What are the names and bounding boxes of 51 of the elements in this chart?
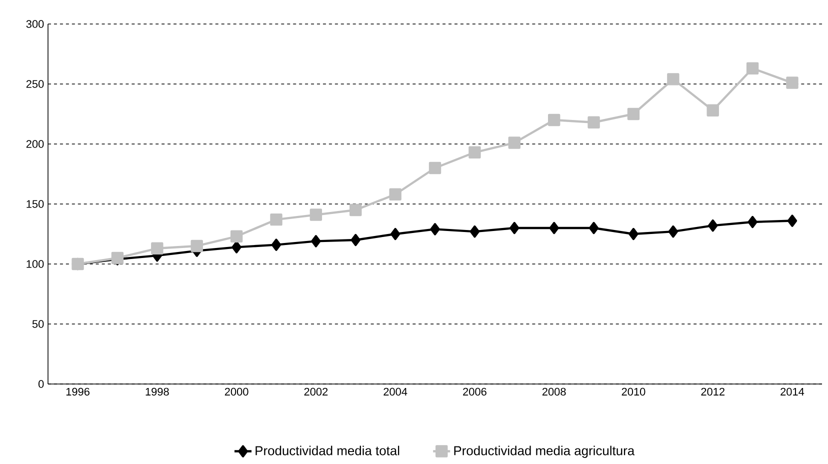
point	[748, 216, 758, 228]
y-tick-label: 50	[32, 320, 44, 328]
x-tick-label: 2002	[304, 388, 328, 396]
point	[588, 116, 600, 128]
point	[787, 214, 798, 227]
point	[627, 108, 640, 120]
point	[588, 222, 599, 234]
legend-label: Productividad media agricultura	[454, 446, 635, 458]
x-tick-label: 2006	[463, 388, 486, 396]
point	[706, 104, 719, 116]
point	[668, 225, 678, 238]
point	[390, 228, 400, 240]
x-tick-label: 2000	[224, 388, 248, 396]
x-tick-label: 2012	[701, 388, 724, 396]
x-tick-label: 2010	[622, 388, 646, 396]
x-tick-label: 1998	[146, 388, 169, 396]
point	[510, 222, 520, 234]
point	[468, 146, 481, 158]
y-tick-label: 300	[26, 20, 44, 28]
point	[232, 241, 242, 254]
point	[667, 73, 680, 86]
point	[270, 213, 282, 226]
point	[190, 240, 203, 252]
point	[389, 188, 402, 200]
point	[350, 204, 362, 216]
y-tick-label: 0	[38, 380, 44, 388]
point	[350, 234, 360, 246]
point	[310, 208, 322, 221]
point	[430, 223, 440, 236]
x-tick-label: 2008	[542, 388, 566, 396]
y-tick-label: 200	[26, 140, 44, 148]
point	[548, 114, 560, 126]
x-tick-label: 1996	[66, 388, 90, 396]
x-tick-label: 2014	[780, 388, 804, 396]
legend-label: Productividad media total	[256, 446, 400, 456]
point	[708, 219, 718, 232]
point	[311, 235, 321, 248]
point	[508, 136, 520, 149]
point	[628, 228, 638, 240]
point	[151, 242, 164, 254]
y-tick-label: 250	[26, 80, 44, 88]
point	[271, 238, 282, 251]
y-tick-label: 100	[26, 260, 44, 268]
point	[470, 225, 480, 238]
point	[230, 230, 243, 242]
x-tick-label: 2004	[384, 388, 408, 396]
point	[549, 222, 559, 234]
point	[746, 62, 759, 74]
point	[786, 76, 798, 89]
point	[428, 162, 442, 174]
y-tick-label: 150	[26, 200, 44, 208]
